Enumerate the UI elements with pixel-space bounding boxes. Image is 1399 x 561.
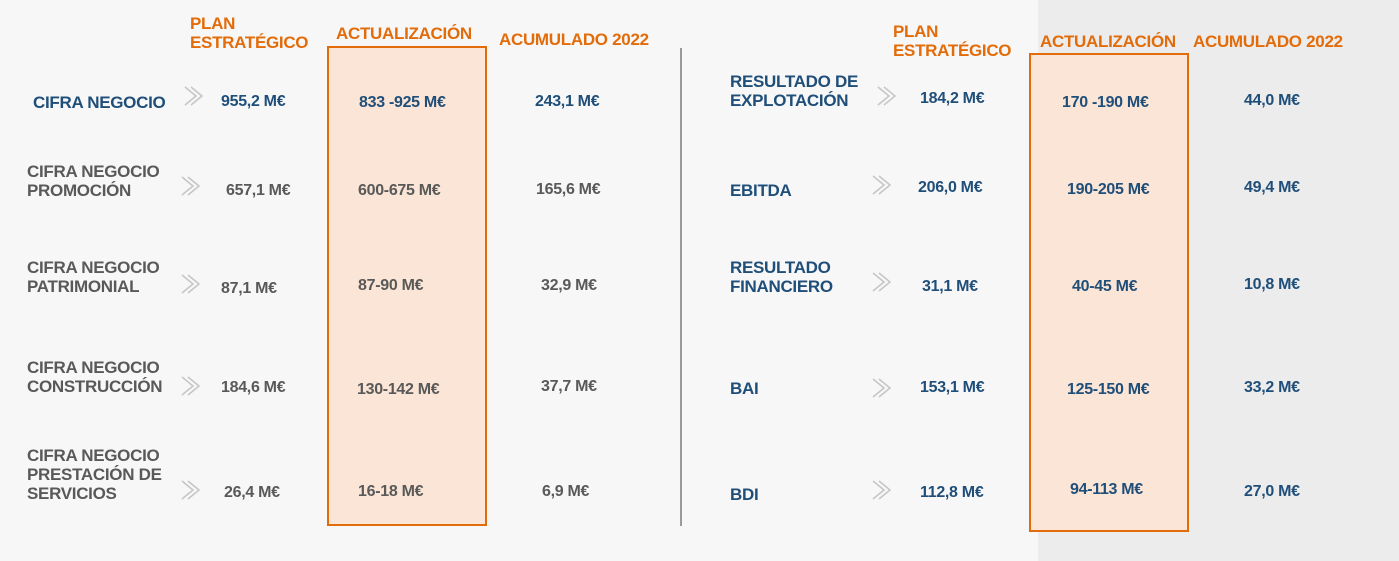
left-header-actualizacion: ACTUALIZACIÓN [336,24,472,43]
right-row-2-plan: 206,0 M€ [918,179,983,196]
left-row-4-label: CIFRA NEGOCIO CONSTRUCCIÓN [27,358,163,397]
right-row-2-actualizacion: 190-205 M€ [1067,181,1150,198]
right-row-4-plan: 153,1 M€ [920,379,985,396]
left-actualizacion-highlight [327,46,487,526]
center-divider [680,48,682,526]
chevron-right-icon [181,376,201,396]
right-actualizacion-highlight [1029,53,1189,532]
left-header-acumulado: ACUMULADO 2022 [499,30,649,49]
right-row-3-plan: 31,1 M€ [922,278,978,295]
left-row-2-actualizacion: 600-675 M€ [358,182,441,199]
chevron-right-icon [872,480,892,500]
left-row-2-plan: 657,1 M€ [226,182,291,199]
right-row-3-acumulado: 10,8 M€ [1244,276,1300,293]
left-row-3-plan: 87,1 M€ [221,280,277,297]
chevron-right-icon [872,175,892,195]
right-row-1-acumulado: 44,0 M€ [1244,92,1300,109]
left-row-1-plan: 955,2 M€ [221,93,286,110]
left-header-plan: PLAN ESTRATÉGICO [190,14,309,53]
left-row-5-plan: 26,4 M€ [224,484,280,501]
right-row-5-actualizacion: 94-113 M€ [1070,481,1143,498]
right-header-actualizacion: ACTUALIZACIÓN [1040,32,1176,51]
right-row-5-label: BDI [730,485,759,504]
right-row-5-acumulado: 27,0 M€ [1244,483,1300,500]
right-row-2-label: EBITDA [730,181,792,200]
left-row-1-acumulado: 243,1 M€ [535,93,600,110]
left-row-5-acumulado: 6,9 M€ [542,483,590,500]
left-row-2-acumulado: 165,6 M€ [536,181,601,198]
right-row-1-label: RESULTADO DE EXPLOTACIÓN [730,72,858,111]
right-row-3-label: RESULTADO FINANCIERO [730,258,833,297]
right-row-3-actualizacion: 40-45 M€ [1072,278,1138,295]
left-row-1-label: CIFRA NEGOCIO [33,93,166,112]
left-row-5-actualizacion: 16-18 M€ [358,483,424,500]
left-row-3-actualizacion: 87-90 M€ [358,277,424,294]
right-row-4-actualizacion: 125-150 M€ [1067,381,1150,398]
left-row-3-acumulado: 32,9 M€ [541,277,597,294]
right-row-1-actualizacion: 170 -190 M€ [1062,94,1149,111]
chevron-right-icon [181,480,201,500]
left-row-5-label: CIFRA NEGOCIO PRESTACIÓN DE SERVICIOS [27,446,162,504]
right-row-4-label: BAI [730,379,759,398]
chevron-right-icon [872,272,892,292]
left-row-4-actualizacion: 130-142 M€ [357,381,440,398]
chevron-right-icon [877,86,897,106]
left-row-3-label: CIFRA NEGOCIO PATRIMONIAL [27,258,160,297]
left-row-4-acumulado: 37,7 M€ [541,378,597,395]
right-header-plan: PLAN ESTRATÉGICO [893,22,1012,61]
right-header-acumulado: ACUMULADO 2022 [1193,32,1343,51]
right-row-4-acumulado: 33,2 M€ [1244,379,1300,396]
left-row-4-plan: 184,6 M€ [221,379,286,396]
right-row-2-acumulado: 49,4 M€ [1244,179,1300,196]
chevron-right-icon [181,274,201,294]
left-row-1-actualizacion: 833 -925 M€ [359,94,446,111]
chevron-right-icon [184,86,204,106]
right-row-1-plan: 184,2 M€ [920,90,985,107]
chevron-right-icon [181,176,201,196]
left-row-2-label: CIFRA NEGOCIO PROMOCIÓN [27,162,160,201]
chevron-right-icon [872,378,892,398]
right-row-5-plan: 112,8 M€ [920,484,984,501]
